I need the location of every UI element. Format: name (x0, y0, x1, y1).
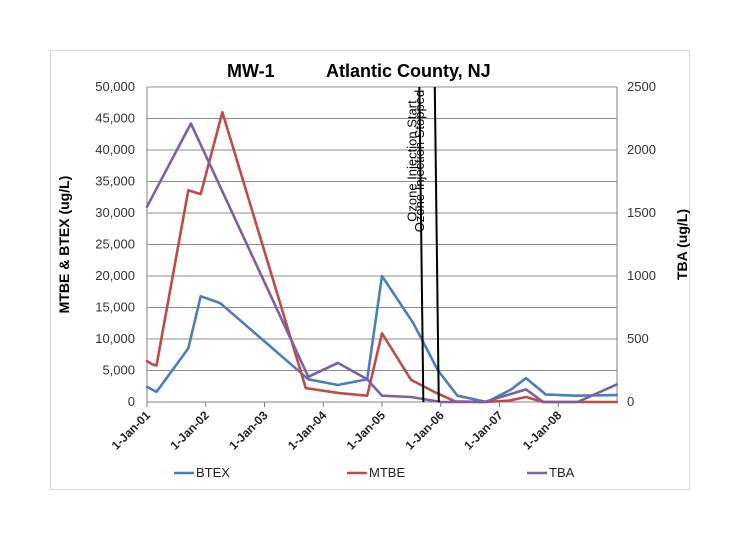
x-tick-label: 1-Jan-01 (109, 408, 154, 453)
x-axis-ticks: 1-Jan-01 1-Jan-02 1-Jan-03 1-Jan-04 1-Jan-05… (109, 402, 565, 453)
x-tick-label: 1-Jan-08 (520, 408, 565, 453)
series-lines (145, 110, 619, 404)
y-tick-label-left: 5,000 (102, 363, 135, 378)
chart-frame: MW-1 Atlantic County, NJ 0 5,000 10,000 15,… (50, 50, 690, 490)
annotation-line (418, 86, 425, 403)
y-tick-label-left: 0 (128, 394, 135, 409)
y-tick-label-left: 50,000 (95, 79, 135, 94)
chart-title-well: MW-1 (227, 61, 275, 81)
annotation-label: Ozone Injection Stopped (412, 90, 427, 232)
y-tick-label-left: 20,000 (95, 268, 135, 283)
chart-title-location: Atlantic County, NJ (326, 61, 491, 81)
series-line-tba (145, 122, 619, 404)
y-tick-label-left: 35,000 (95, 174, 135, 189)
y-axis-right-title: TBA (ug/L) (674, 209, 690, 280)
title-group: MW-1 Atlantic County, NJ (227, 61, 491, 81)
y-tick-label-right: 2000 (627, 142, 656, 157)
legend-label: BTEX (196, 465, 230, 480)
annotation-line (433, 86, 440, 403)
x-tick-label: 1-Jan-07 (461, 408, 506, 453)
annotation-label: Ozone Injection Start (404, 100, 419, 222)
x-tick-label: 1-Jan-05 (344, 408, 389, 453)
y-axis-left-ticks: 0 5,000 10,000 15,000 20,000 25,000 30,000 35,0… (95, 79, 135, 409)
series-line-btex (145, 274, 619, 404)
y-tick-label-left: 40,000 (95, 142, 135, 157)
y-tick-label-right: 2500 (627, 79, 656, 94)
y-axis-right-ticks: 0 500 1000 1500 2000 2500 (627, 79, 656, 409)
y-tick-label-left: 45,000 (95, 111, 135, 126)
y-tick-label-right: 0 (627, 394, 634, 409)
y-axis-left-title: MTBE & BTEX (ug/L) (56, 176, 72, 314)
y-tick-label-left: 15,000 (95, 300, 135, 315)
x-tick-label: 1-Jan-02 (168, 408, 213, 453)
x-tick-label: 1-Jan-04 (285, 408, 330, 453)
y-tick-label-right: 1500 (627, 205, 656, 220)
x-tick-label: 1-Jan-03 (226, 408, 271, 453)
x-tick-label: 1-Jan-06 (403, 408, 448, 453)
y-tick-label-right: 500 (627, 331, 649, 346)
series-line-mtbe (145, 110, 619, 404)
chart: MW-1 Atlantic County, NJ 0 5,000 10,000 15,… (56, 61, 690, 480)
y-tick-label-left: 30,000 (95, 205, 135, 220)
legend-label: MTBE (369, 465, 405, 480)
legend: BTEX MTBE TBA (174, 465, 575, 480)
y-tick-label-left: 10,000 (95, 331, 135, 346)
y-tick-label-right: 1000 (627, 268, 656, 283)
y-tick-label-left: 25,000 (95, 237, 135, 252)
legend-label: TBA (549, 465, 575, 480)
